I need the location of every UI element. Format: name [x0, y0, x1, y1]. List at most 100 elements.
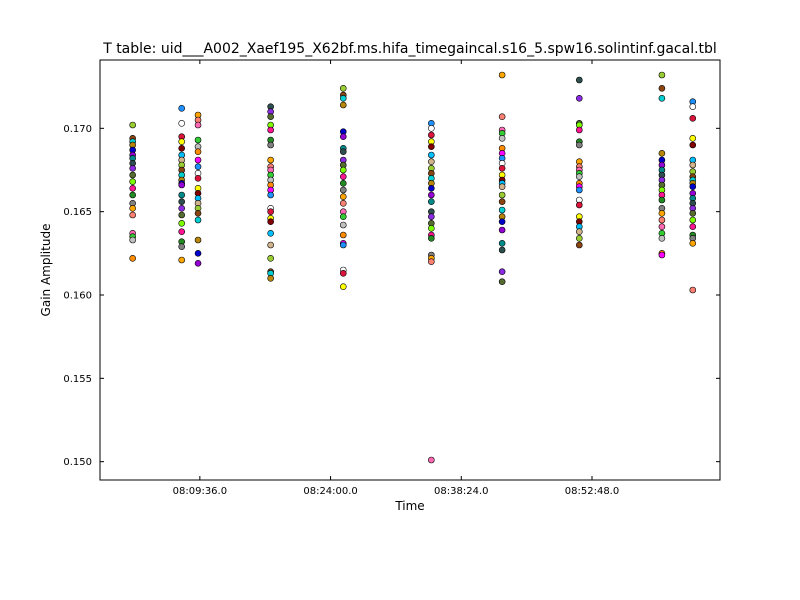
data-point: [658, 196, 666, 204]
data-point: [498, 226, 506, 234]
data-point: [498, 165, 506, 172]
data-point: [498, 268, 506, 275]
data-point: [129, 191, 136, 199]
data-point: [689, 161, 697, 169]
data-point: [575, 76, 583, 84]
x-axis-label: Time: [394, 499, 424, 513]
data-point: [428, 235, 435, 242]
data-point: [339, 148, 347, 155]
data-point: [498, 246, 506, 254]
data-point: [498, 135, 506, 142]
data-point: [178, 105, 185, 112]
y-tick-label: 0.165: [63, 207, 92, 218]
data-point: [498, 183, 506, 190]
x-axis-ticks: 08:09:36.0 08:24:00.0 08:38:24.0 08:52:48.0: [173, 60, 619, 497]
data-point: [339, 283, 347, 290]
data-point: [339, 180, 347, 187]
y-tick-label: 0.155: [63, 374, 92, 385]
data-point: [339, 221, 347, 229]
data-point: [267, 255, 274, 262]
data-point: [129, 121, 136, 129]
data-point: [428, 185, 435, 192]
data-point: [428, 258, 435, 265]
chart-title: T table: uid___A002_Xaef195_X62bf.ms.hif…: [102, 41, 717, 57]
data-point: [129, 255, 136, 262]
data-point: [428, 198, 435, 205]
data-point: [194, 260, 202, 267]
data-point: [339, 193, 347, 200]
data-point: [194, 216, 202, 224]
x-tick-label: 08:09:36.0: [173, 486, 227, 497]
data-point: [129, 205, 136, 212]
data-point: [575, 201, 583, 209]
data-point: [575, 235, 583, 242]
data-point: [339, 200, 347, 207]
y-axis-ticks: 0.150 0.155 0.160 0.165 0.170: [63, 124, 720, 468]
data-point: [498, 206, 506, 214]
data-point: [428, 225, 435, 232]
data-point: [689, 115, 697, 122]
data-point: [178, 138, 185, 145]
data-point: [658, 251, 666, 259]
data-point: [658, 210, 666, 217]
data-point: [689, 103, 697, 110]
data-point: [575, 228, 583, 235]
plot-frame: [99, 59, 721, 481]
data-point: [178, 145, 185, 152]
data-point: [658, 71, 666, 79]
data-point: [178, 243, 185, 250]
data-points: [129, 71, 697, 464]
data-point: [267, 113, 274, 120]
data-point: [339, 173, 347, 180]
data-point: [178, 191, 185, 199]
data-point: [194, 121, 202, 129]
data-point: [267, 218, 274, 225]
data-point: [689, 240, 697, 247]
data-point: [339, 133, 347, 140]
data-point: [689, 223, 697, 230]
y-tick-label: 0.150: [63, 457, 92, 468]
data-point: [498, 278, 506, 285]
data-point: [267, 141, 274, 149]
data-point: [498, 218, 506, 225]
data-point: [178, 228, 185, 235]
data-point: [178, 120, 185, 127]
data-point: [428, 213, 435, 220]
data-point: [428, 131, 435, 139]
data-point: [267, 241, 274, 249]
data-point: [658, 235, 666, 242]
data-point: [658, 150, 666, 157]
data-point: [428, 191, 435, 199]
data-point: [689, 216, 697, 224]
data-point: [339, 241, 347, 249]
data-point: [575, 141, 583, 149]
data-point: [178, 256, 185, 264]
data-point: [339, 101, 347, 109]
data-point: [339, 166, 347, 174]
data-point: [658, 223, 666, 230]
data-point: [129, 165, 136, 172]
data-point: [129, 236, 136, 244]
data-point: [339, 85, 347, 92]
data-point: [129, 171, 136, 179]
data-point: [339, 231, 347, 239]
data-point: [178, 198, 185, 205]
x-tick-label: 08:38:24.0: [434, 486, 488, 497]
y-tick-label: 0.160: [63, 291, 92, 302]
data-point: [178, 211, 185, 219]
y-tick-label: 0.170: [63, 124, 92, 135]
data-point: [498, 113, 506, 120]
data-point: [267, 156, 274, 164]
data-point: [428, 456, 435, 464]
data-point: [339, 213, 347, 220]
data-point: [689, 135, 697, 142]
data-point: [194, 136, 202, 144]
data-point: [178, 205, 185, 212]
data-point: [658, 85, 666, 92]
data-point: [689, 210, 697, 217]
data-point: [194, 163, 202, 170]
data-point: [267, 126, 274, 134]
data-point: [428, 151, 435, 159]
data-point: [689, 183, 697, 190]
x-tick-label: 08:52:48.0: [565, 486, 619, 497]
